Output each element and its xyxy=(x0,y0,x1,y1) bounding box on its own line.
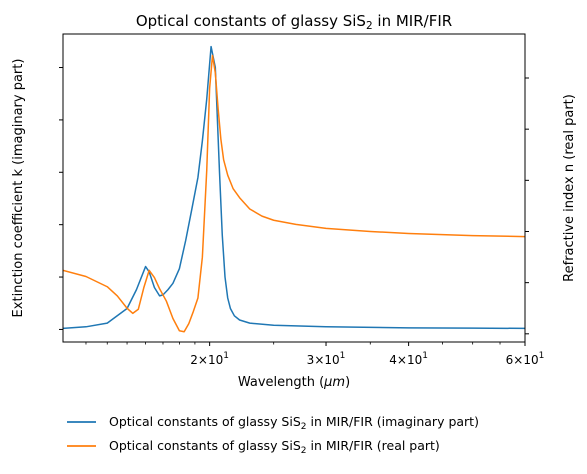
series-line-imaginary xyxy=(63,45,525,330)
chart-title-subscript: 2 xyxy=(366,20,373,32)
legend-label-subscript: 2 xyxy=(301,422,307,432)
x-tick-base: 3 xyxy=(307,353,315,367)
x-tick-base: 2 xyxy=(190,353,198,367)
x-tick-exp: 1 xyxy=(422,351,428,361)
x-tick-label: 4×101 xyxy=(389,351,428,367)
legend-label-real: Optical constants of glassy SiS2 in MIR/… xyxy=(109,438,440,456)
x-axis-label-base: Wavelength ( xyxy=(238,375,324,390)
chart-title: Optical constants of glassy SiS2 in MIR/… xyxy=(136,12,452,32)
legend-label-base: Optical constants of glassy SiS xyxy=(109,438,301,453)
x-tick-times: ×10 xyxy=(397,353,422,367)
x-tick-exp: 1 xyxy=(539,351,545,361)
x-tick-exp: 1 xyxy=(340,351,346,361)
x-axis-label-suffix: ) xyxy=(345,375,350,390)
left-y-axis-label: Extinction coefficient k (imaginary part… xyxy=(11,59,26,318)
x-axis-label: Wavelength (μm) xyxy=(238,375,350,390)
legend: Optical constants of glassy SiS2 in MIR/… xyxy=(67,414,479,456)
x-axis-label-unit: μm xyxy=(323,375,345,390)
x-tick-exp: 1 xyxy=(223,351,229,361)
right-y-axis-label: Refractive index n (real part) xyxy=(562,94,577,282)
chart-title-suffix: in MIR/FIR xyxy=(373,12,453,30)
x-tick-times: ×10 xyxy=(198,353,223,367)
x-tick-label: 2×101 xyxy=(190,351,229,367)
x-tick-base: 4 xyxy=(389,353,397,367)
x-tick-label: 3×101 xyxy=(307,351,346,367)
legend-label-suffix: in MIR/FIR (real part) xyxy=(307,438,440,453)
x-tick-label: 6×101 xyxy=(506,351,545,367)
x-tick-base: 6 xyxy=(506,353,514,367)
series-line-real xyxy=(63,54,525,333)
legend-label-subscript: 2 xyxy=(301,446,307,456)
plot-layer xyxy=(63,45,525,333)
x-tick-times: ×10 xyxy=(314,353,339,367)
legend-label-imaginary: Optical constants of glassy SiS2 in MIR/… xyxy=(109,414,479,432)
x-tick-times: ×10 xyxy=(513,353,538,367)
plot-frame xyxy=(62,33,526,343)
legend-label-suffix: in MIR/FIR (imaginary part) xyxy=(307,414,479,429)
legend-label-base: Optical constants of glassy SiS xyxy=(109,414,301,429)
chart-title-base: Optical constants of glassy SiS xyxy=(136,12,366,30)
